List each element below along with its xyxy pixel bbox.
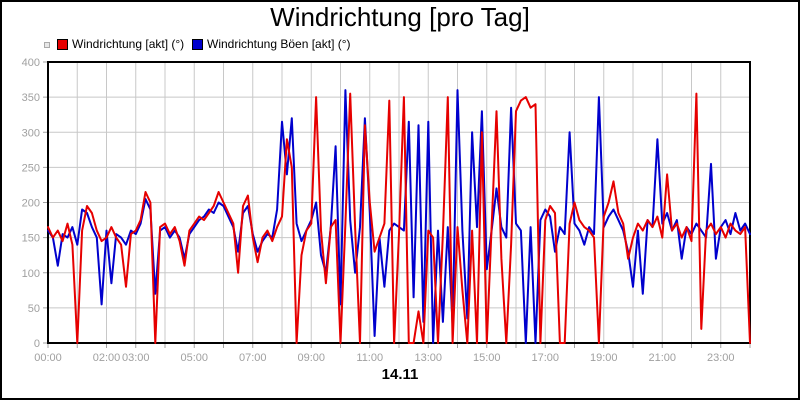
y-tick-label: 400 bbox=[22, 57, 40, 69]
x-tick-label: 11:00 bbox=[356, 352, 383, 364]
x-tick-label: 03:00 bbox=[122, 352, 150, 364]
y-tick-label: 200 bbox=[22, 198, 40, 210]
y-tick-label: 150 bbox=[22, 233, 40, 245]
chart-title: Windrichtung [pro Tag] bbox=[270, 2, 530, 32]
blue-series-swatch-icon bbox=[192, 38, 203, 50]
legend-handle-icon bbox=[44, 42, 50, 48]
series-line-windrichtung bbox=[47, 92, 751, 344]
x-tick-label: 07:00 bbox=[239, 352, 267, 364]
legend-item-windrichtung: Windrichtung [akt] (°) bbox=[57, 37, 184, 51]
x-tick-label: 23:00 bbox=[707, 352, 735, 364]
red-series-swatch-icon bbox=[57, 38, 68, 50]
x-tick-label: 05:00 bbox=[180, 352, 208, 364]
legend-label-windrichtung-boeen: Windrichtung Böen [akt] (°) bbox=[207, 37, 351, 51]
y-tick-label: 250 bbox=[22, 162, 40, 174]
legend: Windrichtung [akt] (°) Windrichtung Böen… bbox=[0, 37, 800, 51]
y-tick-label: 350 bbox=[22, 92, 40, 104]
x-tick-label: 00:00 bbox=[34, 352, 62, 364]
y-tick-label: 100 bbox=[22, 268, 40, 280]
legend-label-windrichtung: Windrichtung [akt] (°) bbox=[72, 37, 185, 51]
x-tick-label: 21:00 bbox=[648, 352, 676, 364]
wind-direction-chart: 0 50 100 150 200 250 300 350 400 00:00 02:00 03:00 0… bbox=[0, 55, 800, 365]
chart-svg: 0 50 100 150 200 250 300 350 400 00:00 02:00 03:00 0… bbox=[22, 57, 751, 364]
y-tick-label: 300 bbox=[22, 127, 40, 139]
plot-border bbox=[47, 61, 751, 344]
x-tick-label: 19:00 bbox=[590, 352, 618, 364]
legend-item-windrichtung-boeen: Windrichtung Böen [akt] (°) bbox=[192, 37, 351, 51]
x-tick-label: 02:00 bbox=[93, 352, 121, 364]
y-tick-label: 50 bbox=[28, 303, 40, 315]
x-tick-label: 13:00 bbox=[414, 352, 442, 364]
x-tick-label: 15:00 bbox=[473, 352, 501, 364]
x-tick-label: 17:00 bbox=[531, 352, 559, 364]
x-tick-label: 09:00 bbox=[297, 352, 325, 364]
x-axis-date-label: 14.11 bbox=[381, 366, 419, 383]
y-tick-label: 0 bbox=[34, 338, 40, 350]
